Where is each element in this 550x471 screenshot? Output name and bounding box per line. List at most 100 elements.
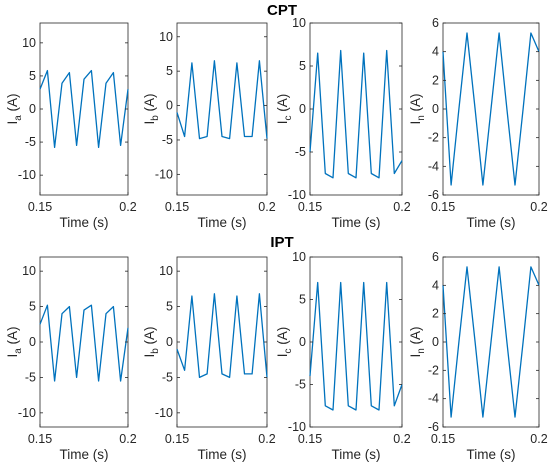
yaxis-label: Ib (A) bbox=[142, 326, 161, 357]
xtick-label: 0.2 bbox=[119, 200, 136, 214]
panel-cpt-in: -6 -4 -2 0 2 4 6 0.15 0.2 Time (s) In (A) bbox=[408, 16, 548, 230]
xtick-label: 0.15 bbox=[28, 200, 52, 214]
ytick-label: -6 bbox=[428, 420, 439, 434]
xtick-label: 0.2 bbox=[393, 432, 410, 446]
panels-container: -10 -5 0 5 10 0.15 0.2 Time (s) Ia (A) -10 -5 0 5 10 0… bbox=[5, 16, 548, 462]
ytick-label: 5 bbox=[166, 300, 173, 314]
yaxis-label: Ic (A) bbox=[275, 94, 294, 125]
ytick-label: 5 bbox=[29, 300, 36, 314]
ytick-label: -6 bbox=[428, 188, 439, 202]
axes-box-cpt-ib bbox=[176, 22, 268, 196]
panel-ipt-ia: -10 -5 0 5 10 0.15 0.2 Time (s) Ia (A) bbox=[5, 256, 137, 462]
panel-ipt-ic: -10 -5 0 5 10 0.15 0.2 Time (s) Ic (A) bbox=[275, 250, 411, 462]
ytick-label: -2 bbox=[428, 131, 439, 145]
ytick-label: -10 bbox=[155, 406, 173, 420]
xtick-label: 0.15 bbox=[165, 432, 189, 446]
xaxis-label: Time (s) bbox=[60, 215, 109, 230]
axes-box-ipt-ia bbox=[39, 256, 129, 428]
ytick-label: -10 bbox=[18, 406, 36, 420]
ytick-label: 0 bbox=[299, 102, 306, 116]
ytick-label: 10 bbox=[159, 264, 173, 278]
group-title-cpt: CPT bbox=[267, 2, 297, 19]
ytick-label: 0 bbox=[432, 102, 439, 116]
ytick-label: 2 bbox=[432, 73, 439, 87]
xtick-label: 0.15 bbox=[298, 432, 322, 446]
ytick-label: -5 bbox=[25, 370, 36, 384]
ytick-label: 2 bbox=[432, 307, 439, 321]
ytick-label: 5 bbox=[299, 59, 306, 73]
xaxis-label: Time (s) bbox=[332, 447, 381, 462]
ytick-label: -5 bbox=[162, 133, 173, 147]
yaxis-label: Ia (A) bbox=[5, 93, 24, 124]
series-line-ipt-in bbox=[442, 266, 540, 418]
group-title-ipt: IPT bbox=[270, 234, 293, 251]
ytick-label: -4 bbox=[428, 392, 439, 406]
ytick-label: 6 bbox=[432, 250, 439, 264]
ytick-label: 4 bbox=[432, 278, 439, 292]
ytick-label: 0 bbox=[432, 335, 439, 349]
panel-ipt-ib: -10 -5 0 5 10 0.15 0.2 Time (s) Ib (A) bbox=[142, 256, 276, 462]
ytick-label: 10 bbox=[292, 250, 306, 264]
ytick-label: -5 bbox=[162, 370, 173, 384]
xtick-label: 0.15 bbox=[165, 200, 189, 214]
panel-ipt-in: -6 -4 -2 0 2 4 6 0.15 0.2 Time (s) In (A) bbox=[408, 250, 548, 462]
ytick-label: -10 bbox=[18, 168, 36, 182]
ytick-label: 5 bbox=[299, 293, 306, 307]
xtick-label: 0.15 bbox=[298, 200, 322, 214]
series-line-ipt-ic bbox=[309, 281, 403, 411]
xtick-label: 0.15 bbox=[28, 432, 52, 446]
ytick-label: 6 bbox=[432, 16, 439, 30]
series-line-cpt-ic bbox=[309, 49, 403, 179]
xaxis-label: Time (s) bbox=[198, 447, 247, 462]
ytick-label: -5 bbox=[295, 145, 306, 159]
ytick-label: -10 bbox=[288, 188, 306, 202]
series-line-cpt-in bbox=[442, 32, 540, 186]
xaxis-label: Time (s) bbox=[198, 215, 247, 230]
panel-cpt-ib: -10 -5 0 5 10 0.15 0.2 Time (s) Ib (A) bbox=[142, 22, 276, 230]
xtick-label: 0.2 bbox=[530, 432, 547, 446]
xaxis-label: Time (s) bbox=[60, 447, 109, 462]
ytick-label: 0 bbox=[29, 102, 36, 116]
xtick-label: 0.15 bbox=[431, 200, 455, 214]
ytick-label: -4 bbox=[428, 159, 439, 173]
yaxis-label: Ia (A) bbox=[5, 326, 24, 357]
ytick-label: 0 bbox=[166, 99, 173, 113]
ytick-label: 10 bbox=[22, 36, 36, 50]
xaxis-label: Time (s) bbox=[467, 215, 516, 230]
series-line-ipt-ia bbox=[39, 304, 129, 382]
xaxis-label: Time (s) bbox=[467, 447, 516, 462]
ytick-label: 10 bbox=[159, 30, 173, 44]
xtick-label: 0.2 bbox=[119, 432, 136, 446]
yaxis-label: In (A) bbox=[408, 326, 427, 357]
axes-box-cpt-ia bbox=[39, 22, 129, 196]
ytick-label: 0 bbox=[166, 335, 173, 349]
axes-box-ipt-ib bbox=[176, 256, 268, 428]
ytick-label: -5 bbox=[295, 378, 306, 392]
ytick-label: -5 bbox=[25, 135, 36, 149]
xtick-label: 0.2 bbox=[258, 200, 275, 214]
xtick-label: 0.2 bbox=[258, 432, 275, 446]
panel-cpt-ic: -10 -5 0 5 10 0.15 0.2 Time (s) Ic (A) bbox=[275, 16, 411, 230]
ytick-label: -2 bbox=[428, 363, 439, 377]
xtick-label: 0.2 bbox=[393, 200, 410, 214]
series-line-cpt-ia bbox=[39, 69, 129, 149]
ytick-label: 4 bbox=[432, 45, 439, 59]
xaxis-label: Time (s) bbox=[332, 215, 381, 230]
yaxis-label: Ic (A) bbox=[275, 327, 294, 358]
ytick-label: 0 bbox=[29, 335, 36, 349]
ytick-label: 10 bbox=[22, 264, 36, 278]
panel-cpt-ia: -10 -5 0 5 10 0.15 0.2 Time (s) Ia (A) bbox=[5, 22, 137, 230]
yaxis-label: In (A) bbox=[408, 93, 427, 124]
ytick-label: -10 bbox=[155, 167, 173, 181]
ytick-label: 5 bbox=[166, 64, 173, 78]
ytick-label: 5 bbox=[29, 69, 36, 83]
series-line-ipt-ib bbox=[176, 293, 268, 379]
series-line-cpt-ib bbox=[176, 60, 268, 140]
ytick-label: -10 bbox=[288, 420, 306, 434]
yaxis-label: Ib (A) bbox=[142, 93, 161, 124]
ytick-label: 10 bbox=[292, 16, 306, 30]
xtick-label: 0.2 bbox=[530, 200, 547, 214]
xtick-label: 0.15 bbox=[431, 432, 455, 446]
ytick-label: 0 bbox=[299, 335, 306, 349]
